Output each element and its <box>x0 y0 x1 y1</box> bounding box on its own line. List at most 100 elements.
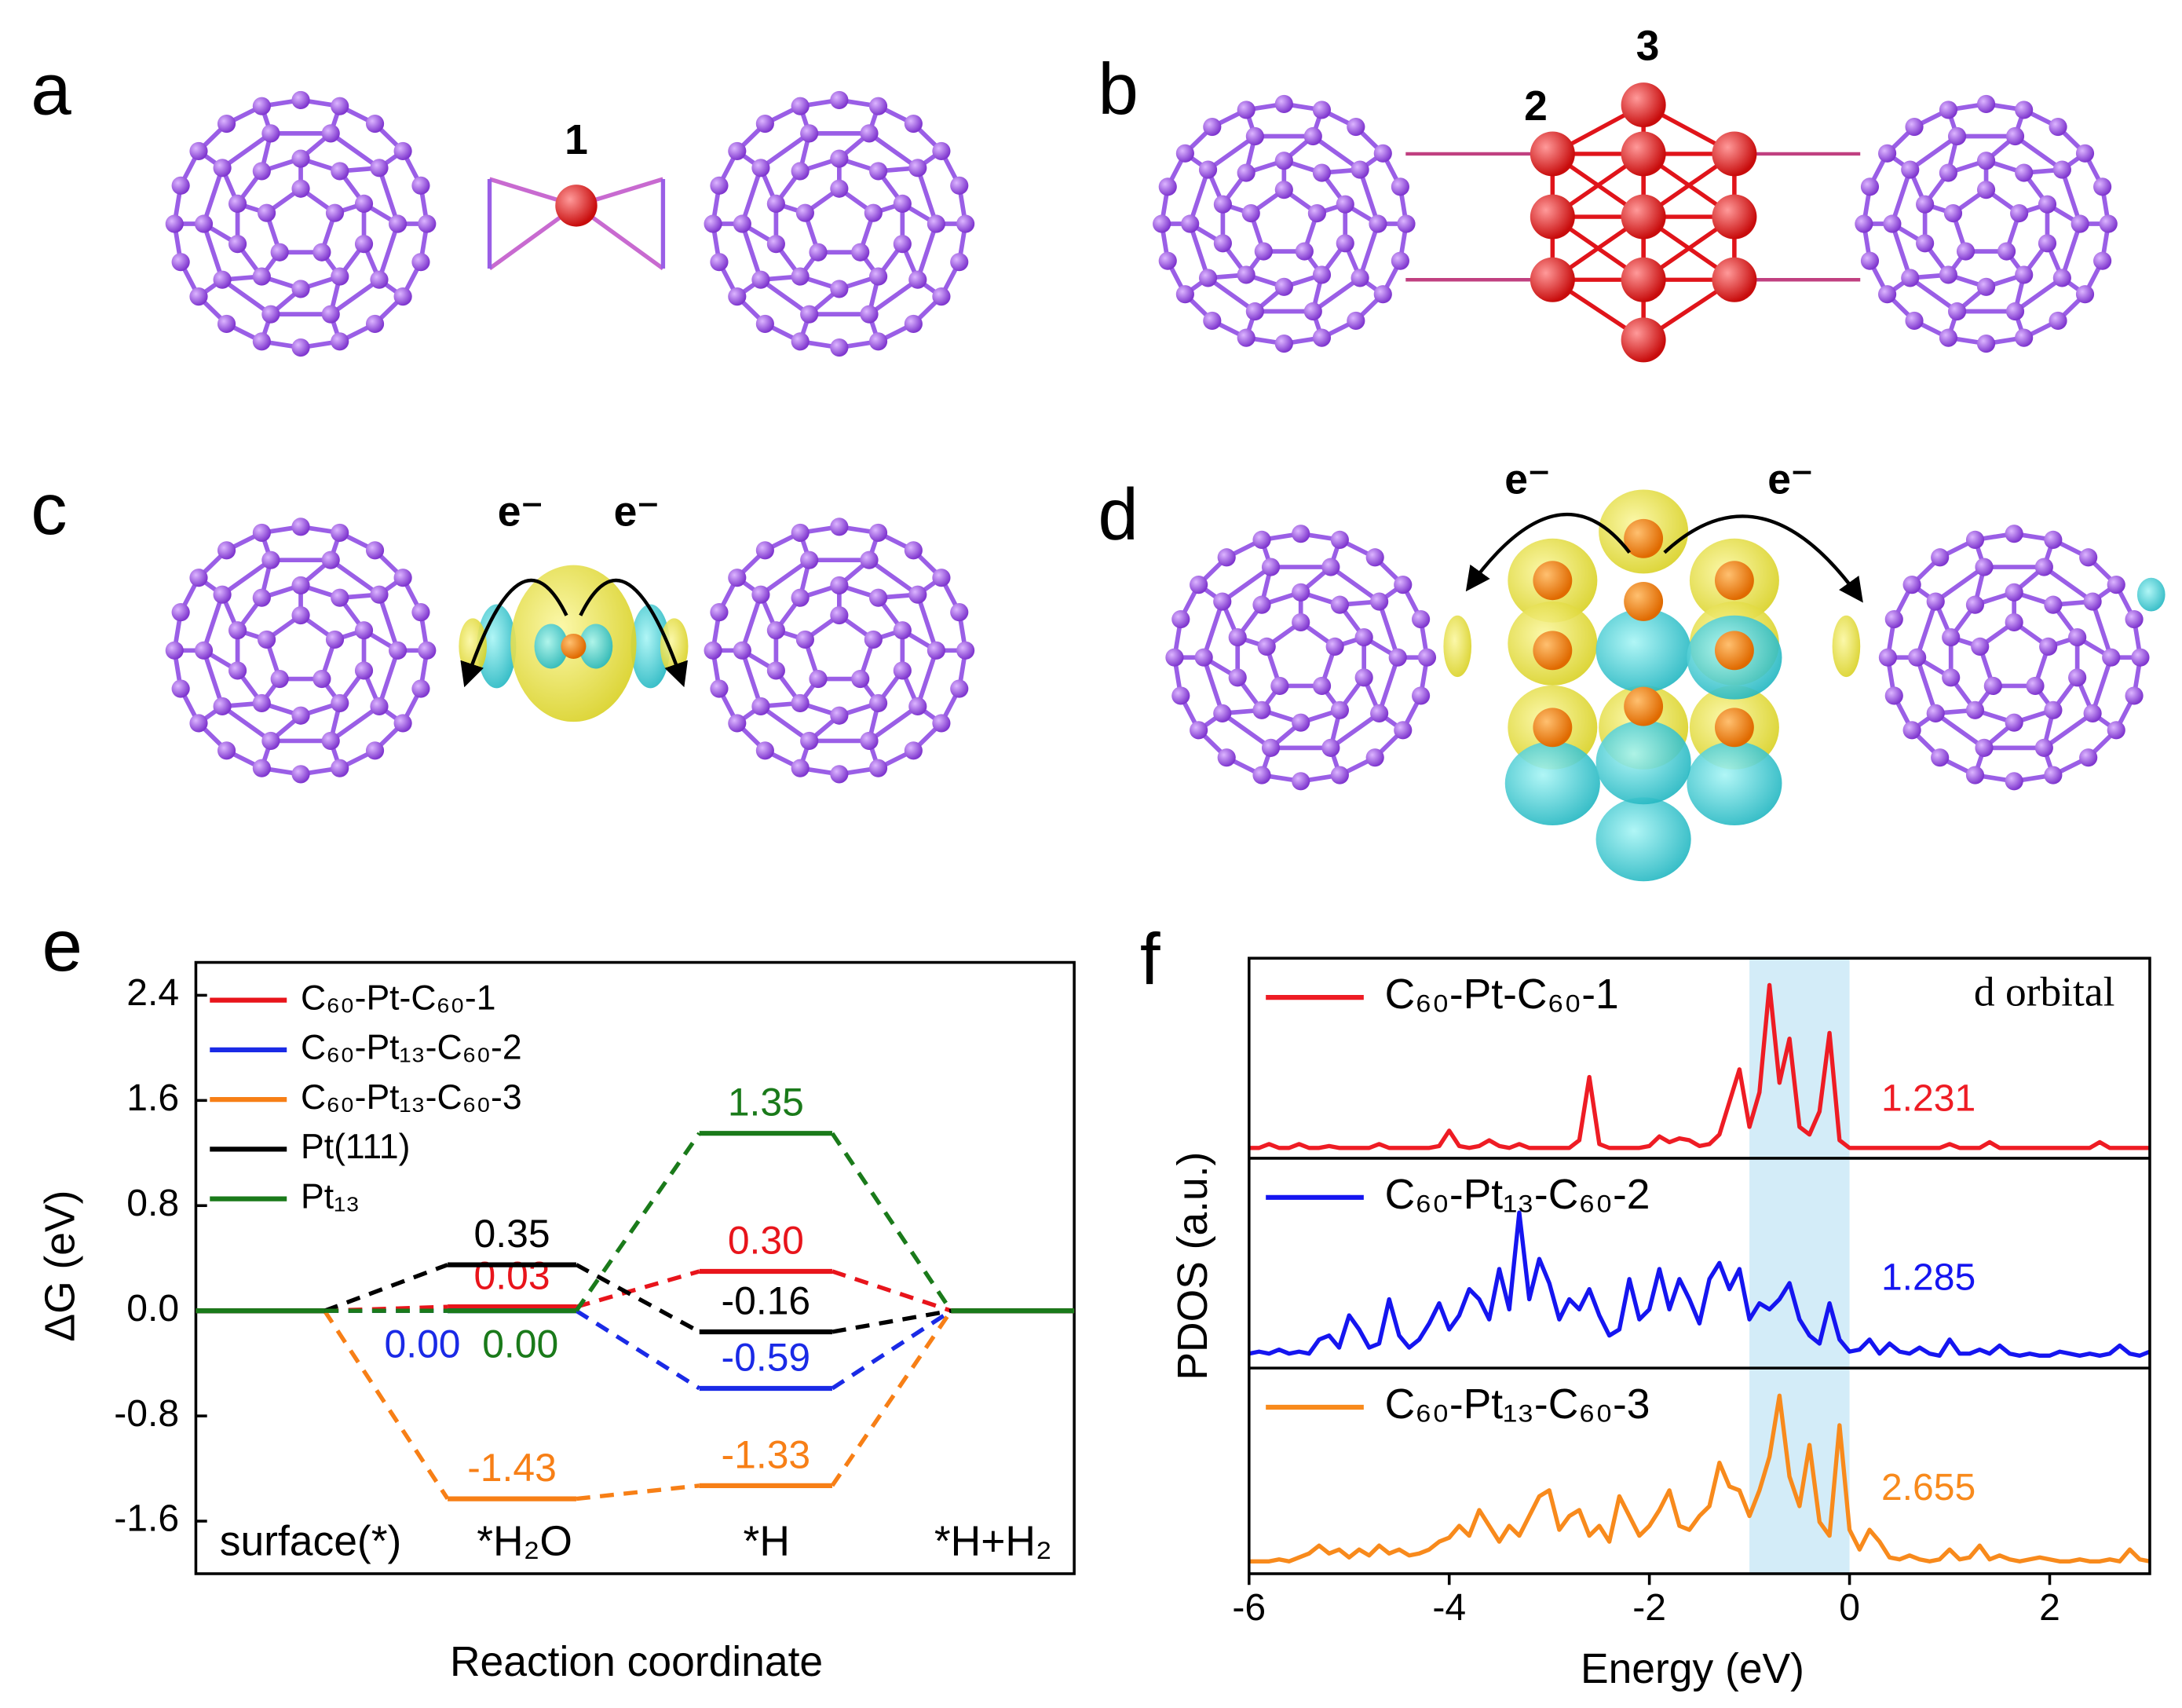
carbon-atom <box>1336 234 1354 253</box>
carbon-atom <box>1237 328 1255 347</box>
carbon-atom <box>1336 195 1354 214</box>
carbon-atom <box>860 124 879 143</box>
carbon-atom <box>2005 713 2023 732</box>
carbon-atom <box>1252 700 1271 719</box>
carbon-atom <box>904 741 923 760</box>
electron-arrow <box>579 578 688 688</box>
value-label: 0.00 <box>482 1322 558 1366</box>
carbon-atom <box>1902 721 1921 740</box>
category-label: surface(*) <box>220 1519 402 1565</box>
carbon-atom <box>1321 558 1340 576</box>
carbon-atom <box>932 714 951 733</box>
carbon-atom <box>766 661 785 680</box>
carbon-atom <box>189 141 208 160</box>
d-band-center: 1.285 <box>1881 1256 1975 1299</box>
carbon-atom <box>893 235 912 254</box>
bond <box>2060 223 2082 279</box>
carbon-atom <box>1878 144 1897 163</box>
bond <box>1201 657 1225 715</box>
x-axis-label: Reaction coordinate <box>450 1639 823 1685</box>
carbon-atom <box>1292 613 1310 632</box>
carbon-atom <box>354 235 374 254</box>
y-tick-label: 1.6 <box>126 1077 179 1119</box>
pt-atom <box>561 633 587 660</box>
carbon-atom <box>956 214 975 233</box>
carbon-atom <box>1213 234 1232 253</box>
carbon-atom <box>370 697 389 716</box>
carbon-atom <box>393 714 412 733</box>
carbon-atom <box>2093 177 2112 196</box>
carbon-atom <box>1254 242 1273 261</box>
carbon-atom <box>291 576 310 594</box>
bond <box>740 649 763 708</box>
carbon-atom <box>2005 613 2023 632</box>
carbon-atom <box>189 714 208 733</box>
pt-atom <box>1533 631 1573 671</box>
carbon-atom <box>1303 126 1322 146</box>
carbon-atom <box>1878 285 1897 304</box>
carbon-atom <box>1153 214 1171 233</box>
carbon-atom <box>908 697 927 716</box>
carbon-atom <box>1347 117 1365 137</box>
carbon-atom <box>228 235 247 254</box>
carbon-atom <box>1325 637 1344 656</box>
level-connector <box>575 1263 701 1334</box>
carbon-atom <box>1213 195 1232 214</box>
panel-label: f <box>1140 919 1160 1000</box>
bond <box>1934 565 1986 604</box>
pt-atom <box>1624 686 1664 726</box>
carbon-atom <box>1312 328 1332 347</box>
carbon-atom <box>800 550 819 569</box>
bond <box>868 277 919 316</box>
carbon-atom <box>1171 609 1190 629</box>
carbon-atom <box>1354 628 1373 647</box>
carbon-atom <box>1976 181 1996 199</box>
x-tick-label: -6 <box>1232 1586 1266 1629</box>
site-label: 3 <box>1636 23 1660 69</box>
value-label: -1.33 <box>722 1432 811 1476</box>
carbon-atom <box>791 267 810 286</box>
pt-atom <box>1530 257 1575 302</box>
bond <box>377 594 400 652</box>
carbon-atom <box>893 621 912 640</box>
carbon-atom <box>1412 686 1431 705</box>
carbon-atom <box>411 679 430 698</box>
carbon-atom <box>1312 265 1332 284</box>
carbon-atom <box>331 759 349 777</box>
carbon-atom <box>1942 628 1961 647</box>
carbon-atom <box>331 693 349 712</box>
bond <box>759 277 811 316</box>
carbon-atom <box>252 267 271 286</box>
carbon-atom <box>1931 748 1950 767</box>
carbon-atom <box>331 97 349 115</box>
carbon-atom <box>252 97 271 115</box>
carbon-atom <box>1198 160 1218 179</box>
level-connector <box>831 1308 952 1334</box>
carbon-atom <box>1330 595 1350 614</box>
y-axis-label: PDOS (a.u.) <box>1170 1152 1216 1381</box>
carbon-atom <box>868 759 888 777</box>
bond <box>916 649 939 708</box>
legend-label: C₆₀-Pt-C₆₀-1 <box>1385 971 1619 1018</box>
carbon-atom <box>1391 251 1409 270</box>
carbon-atom <box>1916 234 1935 253</box>
bond <box>1311 134 1361 172</box>
carbon-atom <box>1292 713 1310 732</box>
bond <box>1329 565 1381 604</box>
bond <box>1311 276 1361 313</box>
carbon-atom <box>1274 152 1293 170</box>
bond <box>1206 276 1257 313</box>
pt-atom <box>1624 518 1664 558</box>
carbon-atom <box>1198 269 1218 287</box>
charge-depletion <box>2136 577 2166 612</box>
carbon-atom <box>751 159 770 177</box>
legend-label: C₆₀-Pt₁₃-C₆₀-3 <box>301 1078 522 1117</box>
carbon-atom <box>252 332 271 351</box>
carbon-atom <box>1397 214 1416 233</box>
carbon-atom <box>331 162 349 181</box>
charge-accumulation <box>1443 615 1472 678</box>
carbon-atom <box>1257 637 1276 656</box>
carbon-atom <box>171 253 190 272</box>
value-label: 0.30 <box>728 1219 804 1263</box>
carbon-atom <box>2038 234 2057 253</box>
